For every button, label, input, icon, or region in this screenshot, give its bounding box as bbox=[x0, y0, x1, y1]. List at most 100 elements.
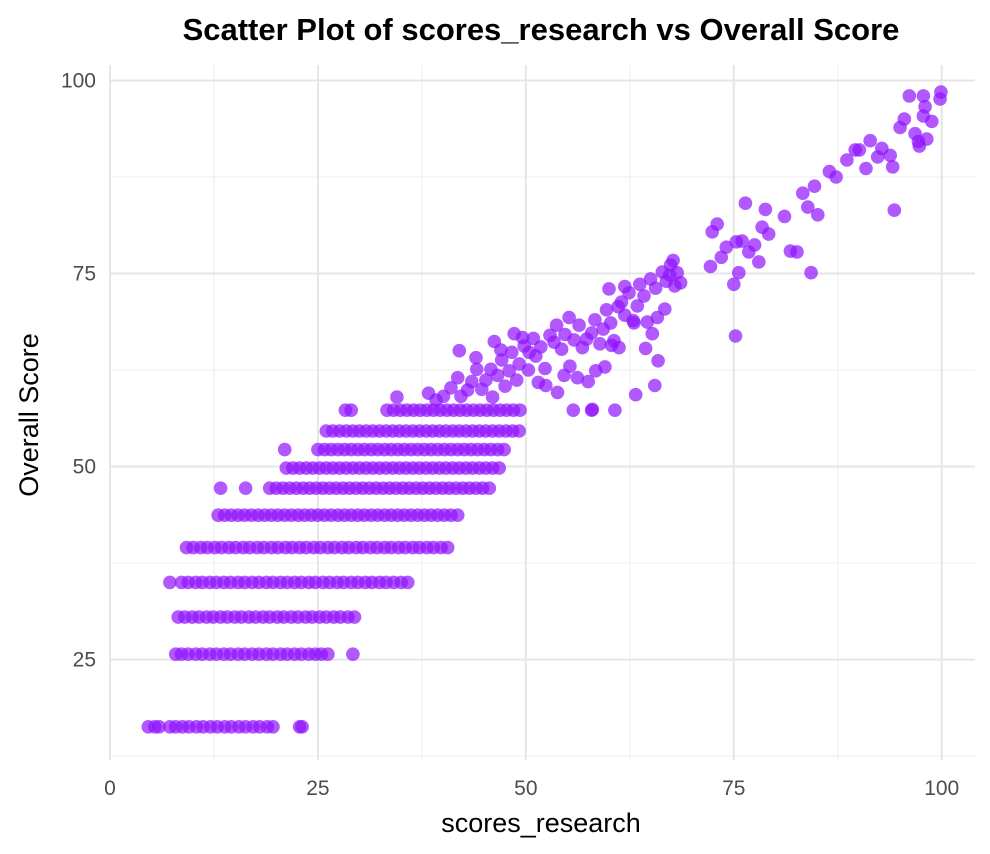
data-point bbox=[440, 540, 455, 555]
data-point bbox=[346, 647, 360, 661]
data-point bbox=[804, 265, 818, 280]
data-point bbox=[897, 112, 912, 126]
x-axis-label: scores_research bbox=[441, 808, 641, 838]
x-tick-label: 100 bbox=[924, 777, 959, 800]
data-point bbox=[504, 345, 519, 360]
data-point bbox=[628, 387, 643, 402]
data-point bbox=[630, 299, 645, 313]
data-point bbox=[238, 481, 253, 496]
data-point bbox=[444, 381, 458, 395]
data-point bbox=[666, 253, 680, 268]
data-point bbox=[807, 179, 822, 193]
data-point bbox=[902, 89, 917, 103]
chart-title: Scatter Plot of scores_research vs Overa… bbox=[183, 12, 900, 47]
data-point bbox=[728, 329, 743, 343]
data-point bbox=[916, 89, 931, 103]
data-point bbox=[645, 326, 660, 341]
data-point bbox=[485, 390, 500, 404]
data-point bbox=[658, 302, 672, 316]
data-point bbox=[603, 316, 618, 330]
y-tick-label: 100 bbox=[61, 69, 96, 92]
data-point bbox=[562, 310, 576, 325]
data-point bbox=[450, 508, 465, 522]
data-point bbox=[538, 361, 552, 376]
data-point bbox=[581, 374, 595, 389]
y-axis-label: Overall Score bbox=[14, 333, 44, 497]
data-point bbox=[482, 481, 497, 496]
data-point bbox=[295, 720, 309, 734]
data-point bbox=[925, 114, 939, 129]
data-point bbox=[627, 316, 641, 330]
data-point bbox=[213, 481, 228, 496]
data-point bbox=[570, 370, 585, 385]
data-point bbox=[512, 424, 526, 438]
data-points bbox=[141, 85, 948, 734]
data-point bbox=[747, 238, 762, 252]
data-point bbox=[539, 378, 553, 393]
data-point bbox=[452, 343, 467, 358]
data-point bbox=[727, 277, 741, 292]
data-point bbox=[761, 227, 776, 241]
data-point bbox=[599, 303, 614, 317]
data-point bbox=[572, 318, 586, 333]
data-point bbox=[710, 217, 724, 231]
data-point bbox=[513, 403, 527, 418]
data-point bbox=[840, 153, 854, 167]
data-point bbox=[612, 340, 626, 355]
data-point bbox=[796, 186, 810, 200]
x-tick-label: 50 bbox=[514, 777, 537, 800]
data-point bbox=[918, 99, 932, 114]
data-point bbox=[801, 200, 815, 214]
data-point bbox=[344, 403, 359, 418]
data-point bbox=[163, 575, 177, 590]
data-point bbox=[479, 373, 493, 387]
data-point bbox=[735, 234, 749, 248]
data-point bbox=[887, 203, 902, 217]
y-axis-ticks: 25 50 75 100 bbox=[61, 69, 96, 671]
data-point bbox=[934, 85, 948, 99]
data-point bbox=[863, 133, 877, 148]
data-point bbox=[673, 276, 688, 290]
data-point bbox=[266, 720, 280, 734]
data-point bbox=[598, 360, 612, 374]
x-tick-label: 25 bbox=[306, 777, 329, 800]
data-point bbox=[752, 255, 766, 269]
data-point bbox=[494, 353, 509, 367]
data-point bbox=[703, 259, 718, 274]
data-point bbox=[498, 379, 512, 394]
data-point bbox=[502, 364, 516, 378]
data-point bbox=[554, 342, 569, 357]
x-tick-label: 0 bbox=[104, 777, 116, 800]
data-point bbox=[885, 160, 900, 174]
data-point bbox=[492, 461, 507, 475]
y-tick-label: 75 bbox=[73, 263, 96, 286]
data-point bbox=[588, 313, 602, 327]
data-point bbox=[593, 337, 607, 351]
data-point bbox=[534, 340, 548, 354]
data-point bbox=[663, 268, 677, 282]
data-point bbox=[550, 385, 565, 400]
data-point bbox=[585, 402, 600, 417]
x-axis-ticks: 0 25 50 75 100 bbox=[104, 777, 959, 800]
data-point bbox=[911, 134, 926, 149]
data-point bbox=[522, 345, 536, 360]
data-point bbox=[602, 282, 616, 296]
data-point bbox=[549, 318, 564, 333]
data-point bbox=[790, 245, 804, 259]
data-point bbox=[637, 289, 651, 303]
data-point bbox=[719, 240, 734, 254]
data-point bbox=[401, 575, 415, 590]
data-point bbox=[566, 403, 581, 418]
data-point bbox=[614, 295, 629, 309]
data-point bbox=[852, 143, 867, 157]
data-point bbox=[469, 350, 483, 365]
data-point bbox=[648, 378, 662, 393]
data-point bbox=[732, 265, 746, 280]
data-point bbox=[521, 363, 536, 377]
data-point bbox=[490, 368, 505, 383]
data-point bbox=[738, 196, 753, 210]
data-point bbox=[777, 209, 792, 224]
data-point bbox=[714, 250, 729, 265]
data-point bbox=[618, 279, 632, 294]
